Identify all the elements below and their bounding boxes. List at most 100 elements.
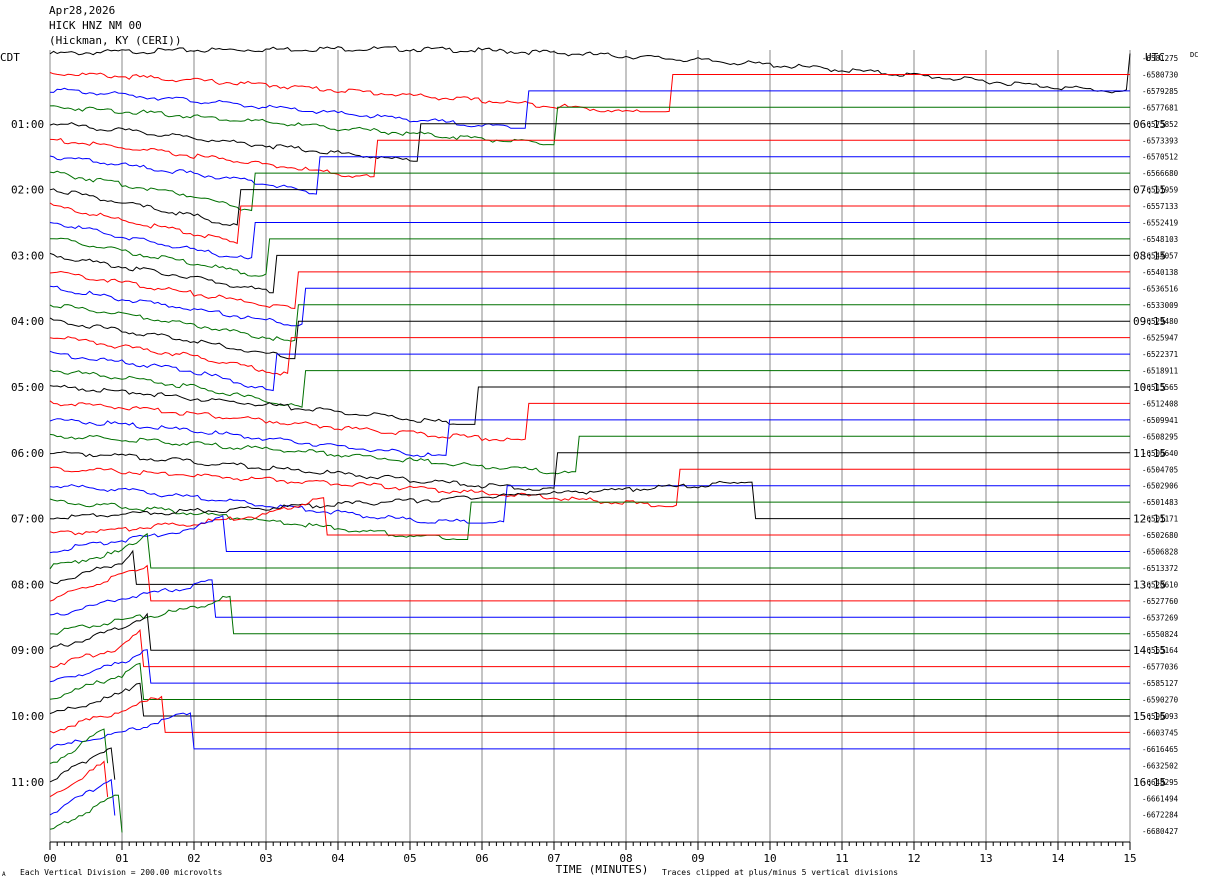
right-hour-label: 09:15 bbox=[1133, 315, 1166, 328]
trace-line bbox=[49, 579, 1130, 618]
trace-line bbox=[49, 45, 1131, 94]
dc-offset-label: -6577681 bbox=[1142, 103, 1178, 112]
left-hour-label: 03:00 bbox=[11, 249, 44, 262]
dc-offset-label: -6590270 bbox=[1142, 696, 1179, 705]
dc-offset-label: -6515565 bbox=[1142, 383, 1178, 392]
dc-offset-label: -6529480 bbox=[1142, 317, 1179, 326]
trace-line bbox=[49, 350, 1130, 392]
trace-line bbox=[49, 285, 1130, 327]
dc-offset-label: -6596093 bbox=[1142, 712, 1178, 721]
dc-offset-label: -6512408 bbox=[1142, 399, 1179, 408]
dc-offset-label: -6502906 bbox=[1142, 482, 1179, 491]
trace-line bbox=[49, 682, 1130, 717]
x-tick-label: 12 bbox=[907, 852, 920, 865]
trace-line bbox=[49, 418, 1130, 458]
x-tick-label: 00 bbox=[43, 852, 56, 865]
left-hour-label: 01:00 bbox=[11, 118, 44, 131]
trace-line bbox=[49, 695, 1130, 734]
right-hour-label: 10:15 bbox=[1133, 381, 1166, 394]
trace-line bbox=[49, 514, 1130, 554]
dc-offset-label: -6506640 bbox=[1142, 449, 1179, 458]
x-tick-label: 06 bbox=[475, 852, 488, 865]
trace-line bbox=[49, 252, 1130, 294]
x-tick-label: 09 bbox=[691, 852, 704, 865]
trace-line bbox=[49, 270, 1130, 310]
x-tick-label: 14 bbox=[1051, 852, 1065, 865]
trace-line bbox=[49, 532, 1130, 570]
x-tick-label: 13 bbox=[979, 852, 992, 865]
dc-offset-label: -6603745 bbox=[1142, 728, 1178, 737]
trace-line bbox=[49, 497, 1130, 536]
x-tick-label: 07 bbox=[547, 852, 560, 865]
dc-offset-label: -6502680 bbox=[1142, 531, 1179, 540]
dc-offset-label: -6506828 bbox=[1142, 548, 1179, 557]
trace-line bbox=[49, 433, 1130, 475]
dc-offset-label: -6680427 bbox=[1142, 827, 1178, 836]
corner-mark: A bbox=[2, 871, 6, 878]
dc-offset-label: -6518911 bbox=[1142, 367, 1178, 376]
trace-line bbox=[49, 384, 1130, 425]
right-timezone-label: UTC bbox=[1145, 51, 1165, 64]
x-tick-label: 04 bbox=[331, 852, 345, 865]
left-hour-label: 02:00 bbox=[11, 184, 44, 197]
dc-offset-label: -6552419 bbox=[1142, 219, 1178, 228]
right-hour-label: 13:15 bbox=[1133, 578, 1166, 591]
dc-offset-label: -6565164 bbox=[1142, 646, 1179, 655]
x-tick-label: 08 bbox=[619, 852, 632, 865]
left-timezone-label: CDT bbox=[0, 51, 20, 64]
dc-offset-label: -6561959 bbox=[1142, 186, 1178, 195]
trace-line bbox=[49, 498, 1130, 540]
header-date: Apr28,2026 bbox=[49, 4, 116, 17]
right-hour-label: 16:15 bbox=[1133, 776, 1166, 789]
trace-line bbox=[49, 105, 1130, 146]
dc-offset-label: -6513372 bbox=[1142, 564, 1178, 573]
left-hour-label: 05:00 bbox=[11, 381, 44, 394]
x-axis-title: TIME (MINUTES) bbox=[556, 863, 649, 876]
left-hour-label: 04:00 bbox=[11, 315, 44, 328]
dc-offset-label: -6581275 bbox=[1142, 54, 1178, 63]
dc-offset-label: -6540138 bbox=[1142, 268, 1179, 277]
dc-offset-label: -6616465 bbox=[1142, 745, 1178, 754]
trace-line bbox=[49, 222, 1130, 260]
dc-offset-label: -6672284 bbox=[1142, 811, 1179, 820]
right-hour-label: 12:15 bbox=[1133, 513, 1166, 526]
dc-offset-label: -6585127 bbox=[1142, 679, 1178, 688]
x-tick-label: 15 bbox=[1123, 852, 1136, 865]
trace-line bbox=[49, 87, 1130, 129]
dc-offset-label: -6648295 bbox=[1142, 778, 1178, 787]
trace-line bbox=[49, 72, 1130, 113]
trace-line bbox=[49, 304, 1130, 342]
header-station: HICK HNZ NM 00 bbox=[49, 19, 142, 32]
trace-line bbox=[49, 137, 1130, 178]
left-hour-label: 07:00 bbox=[11, 513, 44, 526]
right-hour-label: 11:15 bbox=[1133, 447, 1166, 460]
dc-offset-label: -6661494 bbox=[1142, 794, 1179, 803]
trace-line bbox=[49, 336, 1130, 376]
trace-line bbox=[50, 237, 1130, 277]
x-tick-label: 11 bbox=[835, 852, 848, 865]
trace-line bbox=[49, 712, 1130, 750]
trace-line bbox=[49, 612, 1130, 651]
dc-offset-label: -6557133 bbox=[1142, 202, 1178, 211]
left-hour-label: 06:00 bbox=[11, 447, 44, 460]
trace-line bbox=[49, 466, 1130, 508]
dc-offset-label: -6544057 bbox=[1142, 251, 1178, 260]
dc-offset-label: -6522371 bbox=[1142, 350, 1178, 359]
trace-line bbox=[49, 728, 109, 764]
trace-line bbox=[49, 629, 1130, 669]
trace-line bbox=[49, 202, 1130, 245]
dc-offset-label: -6577036 bbox=[1142, 663, 1179, 672]
dc-offset-label: -6632502 bbox=[1142, 761, 1178, 770]
dc-offset-label: -6501171 bbox=[1142, 515, 1178, 524]
x-tick-label: 05 bbox=[403, 852, 416, 865]
x-tick-label: 10 bbox=[763, 852, 776, 865]
left-hour-label: 09:00 bbox=[11, 644, 44, 657]
trace-line bbox=[49, 317, 1130, 360]
left-hour-label: 08:00 bbox=[11, 578, 44, 591]
dc-offset-label: -6508295 bbox=[1142, 432, 1178, 441]
dc-offset-label: -6548103 bbox=[1142, 235, 1178, 244]
dc-offset-label: -6566680 bbox=[1142, 169, 1179, 178]
dc-offset-label: -6550824 bbox=[1142, 630, 1179, 639]
dc-offset-label: -6579285 bbox=[1142, 87, 1178, 96]
